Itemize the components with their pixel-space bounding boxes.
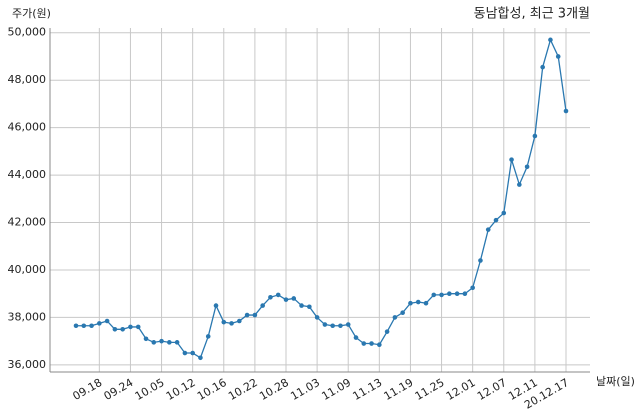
y-tick-label: 44,000 <box>8 168 47 181</box>
y-tick-label: 38,000 <box>8 310 47 323</box>
point <box>135 324 141 330</box>
point <box>260 303 265 308</box>
y-tick-label: 42,000 <box>8 216 47 229</box>
y-tick-label: 36,000 <box>8 358 47 371</box>
point <box>244 312 250 318</box>
point <box>268 294 273 300</box>
point <box>283 297 289 302</box>
x-tick-label: 10.22 <box>226 376 260 403</box>
point <box>400 310 405 315</box>
point <box>423 300 429 306</box>
point <box>104 318 110 324</box>
point <box>338 323 343 329</box>
point <box>213 303 219 308</box>
point <box>221 319 227 325</box>
point <box>237 318 242 324</box>
point <box>377 342 382 348</box>
x-tick-label: 12.07 <box>475 376 509 403</box>
point <box>439 292 444 298</box>
point <box>330 323 335 329</box>
point <box>524 164 530 170</box>
point <box>205 334 211 339</box>
x-tick-label: 10.28 <box>257 376 291 403</box>
point <box>478 258 483 263</box>
x-tick-label: 11.09 <box>319 376 353 403</box>
point <box>493 217 499 223</box>
line <box>76 38 567 359</box>
point <box>322 322 328 327</box>
point <box>89 323 94 329</box>
point <box>97 321 102 326</box>
x-tick-label: 10.16 <box>195 376 229 403</box>
x-tick-label: 11.19 <box>382 376 416 403</box>
point <box>307 304 312 310</box>
point <box>353 335 359 340</box>
point <box>454 291 460 297</box>
point <box>540 64 545 70</box>
point <box>314 315 320 320</box>
point <box>182 350 188 356</box>
x-tick-label: 09.24 <box>102 376 136 403</box>
y-tick-label: 40,000 <box>8 263 47 276</box>
x-tick-label: 11.03 <box>288 376 322 403</box>
x-tick-label: 11.25 <box>413 376 447 403</box>
point <box>369 341 374 346</box>
point <box>128 324 133 330</box>
x-tick-label: 12.01 <box>444 376 478 403</box>
point <box>408 300 413 306</box>
point <box>112 326 118 332</box>
point <box>532 133 538 139</box>
point <box>415 299 421 305</box>
chart-title: 동남합성, 최근 3개월 <box>474 7 590 22</box>
point <box>392 315 398 320</box>
y-tick-label: 46,000 <box>8 121 47 134</box>
point <box>470 285 475 291</box>
point <box>81 323 87 329</box>
point <box>563 108 569 114</box>
point <box>509 157 514 162</box>
point <box>447 291 452 297</box>
point <box>462 291 468 297</box>
point <box>229 321 234 326</box>
point <box>198 355 203 361</box>
point <box>190 350 195 356</box>
point <box>555 54 561 59</box>
y-tick-label: 50,000 <box>8 26 47 39</box>
point <box>120 326 125 332</box>
y-tick-label: 48,000 <box>8 73 47 86</box>
point <box>143 336 149 342</box>
point <box>159 338 164 344</box>
point <box>291 296 297 301</box>
x-tick-label: 10.05 <box>133 376 167 403</box>
point <box>431 292 437 298</box>
point <box>275 292 281 298</box>
point <box>167 340 172 345</box>
point <box>501 210 507 216</box>
x-tick-label: 10.12 <box>164 376 198 403</box>
y-axis-label: 주가(원) <box>12 7 51 20</box>
point <box>345 322 351 327</box>
point <box>151 340 157 345</box>
point <box>361 341 367 346</box>
point <box>384 329 390 334</box>
point <box>299 303 304 308</box>
point <box>517 182 522 187</box>
point <box>252 312 258 318</box>
x-tick-label: 09.18 <box>71 376 105 403</box>
point <box>548 37 553 43</box>
point <box>485 227 491 232</box>
x-tick-label: 11.13 <box>351 376 385 403</box>
point <box>73 323 79 329</box>
point <box>174 340 180 345</box>
x-axis-label: 날짜(일) <box>596 374 635 388</box>
